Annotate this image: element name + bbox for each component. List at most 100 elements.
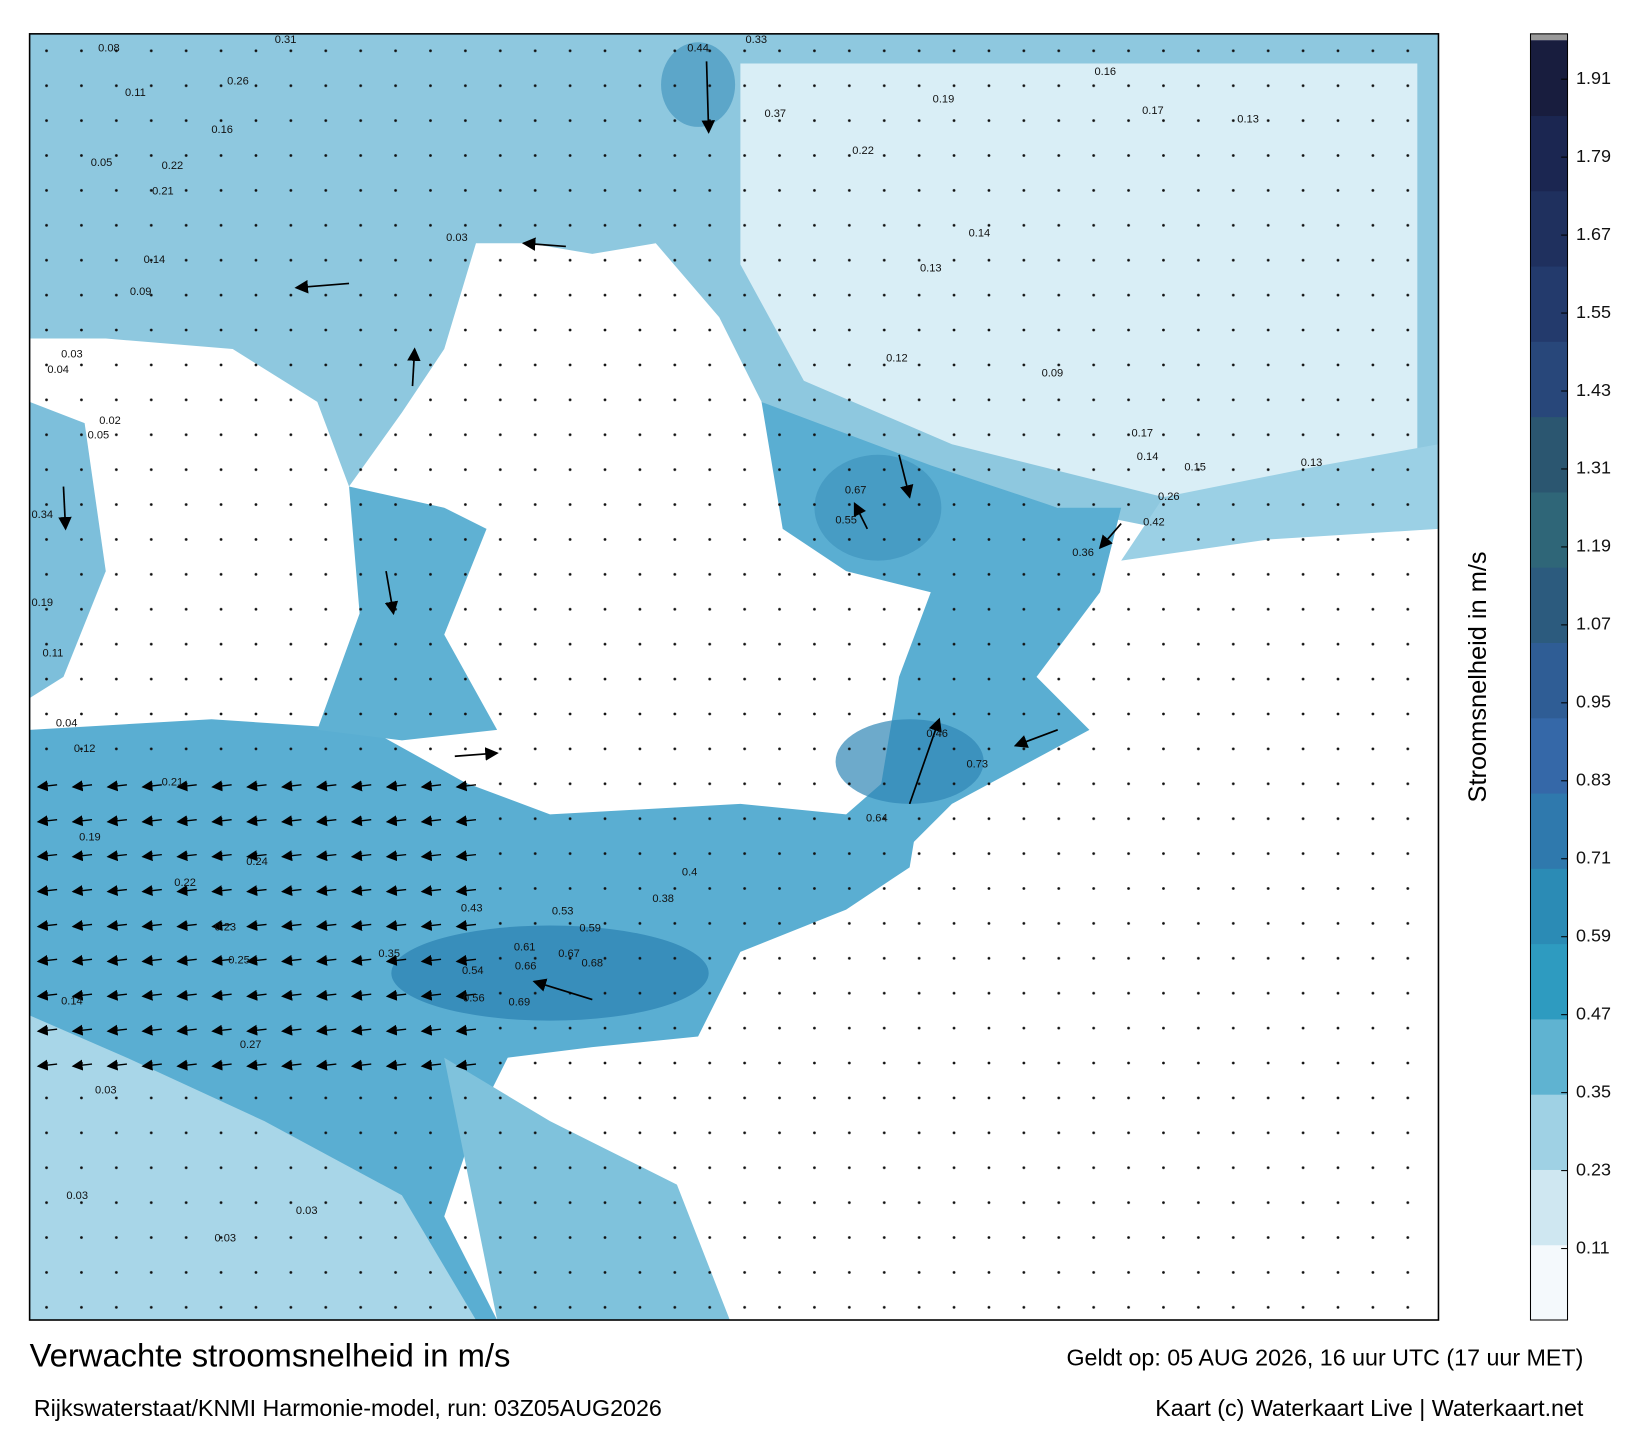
current-arrow [106,815,127,827]
current-arrow [36,920,58,931]
speed-label: 0.25 [228,954,250,966]
current-arrow [246,780,267,792]
speed-label: 0.03 [214,1233,236,1245]
current-arrow [1013,729,1058,748]
speed-label: 0.13 [920,263,942,275]
speed-label: 0.59 [579,923,601,935]
colorbar-tick-label: 0.59 [1576,925,1611,945]
colorbar-tick-label: 0.23 [1576,1159,1611,1179]
speed-label: 0.08 [98,43,120,55]
current-arrow [106,989,127,1001]
colorbar-tick-label: 1.07 [1576,614,1611,634]
speed-label: 0.67 [558,948,580,960]
current-arrow [532,978,593,1001]
current-arrow [281,815,302,827]
current-arrow [71,850,93,862]
current-arrow [407,347,421,387]
current-arrow [350,780,372,792]
current-arrow [385,850,407,862]
current-arrow [315,885,337,897]
colorbar-band [1530,943,1568,1020]
current-arrow [385,1059,407,1071]
speed-label: 0.14 [144,254,166,266]
speed-label: 0.04 [56,717,78,729]
speed-label: 0.12 [886,352,908,364]
speed-label: 0.68 [582,958,604,970]
current-arrow [908,717,942,805]
current-arrow [281,885,302,897]
current-arrow [350,815,372,827]
colorbar-tick-label: 0.35 [1576,1081,1611,1101]
current-arrow [385,920,407,931]
speed-label: 0.24 [246,856,268,868]
current-arrow [36,815,58,827]
speed-label: 0.16 [211,124,233,136]
title: Verwachte stroomsnelheid in m/s [30,1337,511,1374]
current-arrow [211,989,232,1001]
speed-label: 0.61 [514,942,536,954]
current-arrow [36,1059,58,1071]
current-arrow [141,780,162,792]
speed-label: 0.03 [61,348,83,360]
current-arrow [176,954,197,966]
current-arrow [350,850,372,862]
colorbar-band [1530,793,1568,869]
colorbar-band [1530,717,1568,794]
current-arrow [455,954,477,966]
speed-label: 0.03 [446,232,468,244]
current-arrow [315,1059,337,1071]
colorbar-tick-label: 0.95 [1576,692,1611,712]
current-arrow [36,780,58,792]
current-arrow [350,1024,372,1036]
colorbar-band [1530,115,1568,192]
current-arrow [211,850,232,862]
colorbar-band [1530,1018,1568,1095]
current-arrow [420,815,442,827]
speed-label: 0.19 [933,93,955,105]
current-arrow [176,1059,197,1071]
colorbar-tick-label: 1.79 [1576,146,1611,166]
colorbar-tick-label: 0.11 [1576,1237,1610,1257]
speed-label: 0.09 [130,286,152,298]
current-arrow [294,280,350,294]
speed-label: 0.03 [66,1190,88,1202]
current-arrow [350,885,372,897]
current-arrow [71,780,93,792]
colorbar-band [1530,190,1568,267]
speed-label: 0.35 [378,948,400,960]
colorbar-band [1530,491,1568,568]
current-arrow [176,850,197,862]
current-arrow [315,920,337,931]
current-arrow [455,885,477,897]
current-arrow [455,989,477,1001]
speed-label: 0.11 [125,87,146,99]
map: 0.08 0.31 0.11 0.26 0.16 0.05 0.22 0.21 0.03 0.14… [29,33,1439,1321]
current-arrow [141,885,162,897]
current-arrow [350,920,372,931]
current-arrow [71,1024,93,1036]
colorbar-tick-label: 1.91 [1576,68,1611,88]
speed-label: 0.17 [1132,428,1154,440]
speed-label: 0.04 [47,364,69,376]
model-run: Rijkswaterstaat/KNMI Harmonie-model, run… [34,1395,662,1421]
current-arrow [420,885,442,897]
current-arrow [455,780,477,792]
current-arrow [36,954,58,966]
speed-label: 0.13 [1237,113,1259,125]
current-arrow [36,1024,58,1036]
current-arrow [420,954,442,966]
current-arrow [71,920,93,931]
vector-grid [29,33,1439,1321]
current-arrow [176,989,197,1001]
speed-label: 0.43 [461,903,483,915]
current-arrow [211,885,232,897]
current-arrow [350,1059,372,1071]
speed-label: 0.33 [745,34,767,46]
current-arrow [246,885,267,897]
speed-label: 0.54 [462,965,484,977]
colorbar-label: Stroomsnelheid in m/s [1464,551,1492,802]
current-arrow [36,989,58,1001]
credit: Kaart (c) Waterkaart Live | Waterkaart.n… [1155,1395,1584,1421]
map-frame [28,33,1440,1321]
